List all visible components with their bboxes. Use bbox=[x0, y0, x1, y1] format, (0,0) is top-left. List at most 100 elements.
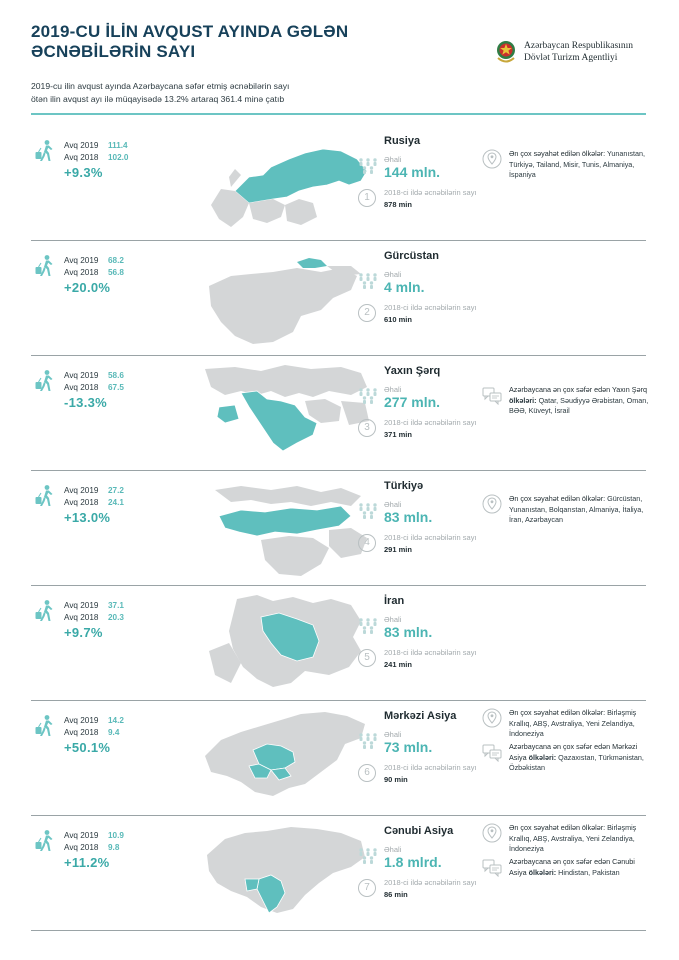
page-subtitle: 2019-cu ilin avqust ayında Azərbaycana s… bbox=[31, 80, 361, 106]
block-countries: Qazaxıstan, Türkmənistan, Özbəkistan bbox=[509, 752, 644, 773]
block-text: Azərbaycana ən çox səfər edən Yaxın Şərq… bbox=[509, 385, 649, 417]
stat-2018: Avq 2018 56.8 bbox=[64, 267, 124, 278]
country-name: Yaxın Şərq bbox=[384, 365, 441, 377]
block-heading-bold: ölkələri: bbox=[528, 867, 557, 877]
block-heading-bold: ölkələri: bbox=[509, 395, 537, 405]
country-name: Mərkəzi Asiya bbox=[384, 710, 457, 722]
stat-2019: Avq 2019 14.2 bbox=[64, 715, 124, 726]
traveler-with-suitcase-icon bbox=[35, 600, 53, 621]
block-heading: Ən çox səyahət edilən ölkələr: bbox=[509, 494, 606, 503]
country-name: Türkiyə bbox=[384, 480, 424, 492]
tourists-2018-value: 241 min bbox=[384, 660, 412, 669]
block-text: Ən çox səyahət edilən ölkələr: Yunanısta… bbox=[509, 149, 649, 181]
tourists-2018-label: 2018-ci ildə əcnəbilərin sayı bbox=[384, 878, 477, 887]
tourists-2018-value: 878 min bbox=[384, 200, 412, 209]
tourists-2018-label: 2018-ci ildə əcnəbilərin sayı bbox=[384, 188, 477, 197]
location-pin-icon bbox=[482, 494, 502, 514]
tourists-2018-label: 2018-ci ildə əcnəbilərin sayı bbox=[384, 763, 477, 772]
change-percent: +9.3% bbox=[64, 165, 103, 180]
change-percent: -13.3% bbox=[64, 395, 107, 410]
population-label: Əhali bbox=[384, 270, 402, 279]
row-divider bbox=[31, 240, 646, 241]
tourists-2018-label: 2018-ci ildə əcnəbilərin sayı bbox=[384, 418, 477, 427]
chat-bubbles-icon bbox=[482, 859, 502, 877]
population-value: 144 mln. bbox=[384, 164, 441, 180]
traveler-with-suitcase-icon bbox=[35, 485, 53, 506]
row-divider bbox=[31, 930, 646, 931]
stat-2019-value: 14.2 bbox=[108, 716, 124, 725]
agency-line-1: Azərbaycan Respublikasının bbox=[524, 41, 633, 51]
stat-2018: Avq 2018 9.8 bbox=[64, 842, 119, 853]
block-heading: Azərbaycana ən çox səfər edən Mərkəzi As… bbox=[509, 742, 638, 762]
population-label: Əhali bbox=[384, 155, 402, 164]
region-map bbox=[205, 712, 365, 796]
tourists-2018-label: 2018-ci ildə əcnəbilərin sayı bbox=[384, 648, 477, 657]
region-row: Avq 2019 10.9 Avq 2018 9.8 +11.2% Cənubi A… bbox=[31, 819, 646, 931]
region-map bbox=[215, 486, 367, 576]
location-pin-icon bbox=[482, 149, 502, 169]
stat-2019-label: Avq 2019 bbox=[64, 716, 99, 725]
region-map bbox=[207, 827, 365, 914]
population-icon bbox=[359, 848, 377, 864]
block-countries: Birləşmiş Krallıq, ABŞ, Avstraliya, Yeni… bbox=[509, 708, 637, 738]
row-divider bbox=[31, 700, 646, 701]
population-label: Əhali bbox=[384, 500, 402, 509]
stat-2019: Avq 2019 111.4 bbox=[64, 140, 128, 151]
rank-badge: 2 bbox=[358, 304, 376, 322]
stat-2019-label: Avq 2019 bbox=[64, 371, 99, 380]
stat-2019: Avq 2019 58.6 bbox=[64, 370, 124, 381]
stat-2019-label: Avq 2019 bbox=[64, 256, 99, 265]
population-icon bbox=[359, 503, 377, 519]
row-divider bbox=[31, 585, 646, 586]
chat-bubbles-icon bbox=[482, 387, 502, 405]
region-row: Avq 2019 27.2 Avq 2018 24.1 +13.0% Türkiyə… bbox=[31, 474, 646, 586]
subtitle-line-1: 2019-cu ilin avqust ayında Azərbaycana s… bbox=[31, 81, 290, 91]
block-countries: Gürcüstan, Yunanıstan, Bolqarıstan, Alma… bbox=[509, 494, 644, 524]
block-text: Azərbaycana ən çox səfər edən Cənubi Asi… bbox=[509, 857, 649, 878]
stat-2018-label: Avq 2018 bbox=[64, 268, 99, 277]
change-percent: +20.0% bbox=[64, 280, 111, 295]
population-label: Əhali bbox=[384, 385, 402, 394]
block-countries: Birləşmiş Krallıq, ABŞ, Avstraliya, Yeni… bbox=[509, 823, 637, 853]
country-name: İran bbox=[384, 595, 405, 607]
tourists-2018-label: 2018-ci ildə əcnəbilərin sayı bbox=[384, 303, 477, 312]
coat-of-arms-icon bbox=[497, 41, 515, 63]
stat-2019-label: Avq 2019 bbox=[64, 486, 99, 495]
stat-2019-value: 68.2 bbox=[108, 256, 124, 265]
rank-badge: 4 bbox=[358, 534, 376, 552]
stat-2019: Avq 2019 27.2 bbox=[64, 485, 124, 496]
tourists-2018-value: 610 min bbox=[384, 315, 412, 324]
block-countries: Hindistan, Pakistan bbox=[558, 867, 620, 877]
location-pin-icon bbox=[482, 708, 502, 728]
change-percent: +13.0% bbox=[64, 510, 111, 525]
stat-2018-label: Avq 2018 bbox=[64, 613, 99, 622]
subtitle-line-2: ötən ilin avqust ayı ilə müqayisədə 13.2… bbox=[31, 94, 285, 104]
stat-2018-value: 9.8 bbox=[108, 843, 120, 852]
page-title: 2019-CU İLİN AVQUST AYINDA GƏLƏN ƏCNƏBİL… bbox=[31, 22, 651, 62]
header: 2019-CU İLİN AVQUST AYINDA GƏLƏN ƏCNƏBİL… bbox=[31, 22, 651, 62]
block-countries: Qatar, Səudiyyə Ərəbistan, Oman, BƏƏ, Kü… bbox=[509, 395, 649, 416]
stat-2018-value: 24.1 bbox=[108, 498, 124, 507]
stat-2018-label: Avq 2018 bbox=[64, 728, 99, 737]
region-map bbox=[209, 258, 361, 344]
location-pin-icon bbox=[482, 823, 502, 843]
population-value: 83 mln. bbox=[384, 624, 433, 640]
stat-2018-value: 9.4 bbox=[108, 728, 120, 737]
population-icon bbox=[359, 158, 377, 174]
rank-badge: 1 bbox=[358, 189, 376, 207]
block-heading: Azərbaycana ən çox səfər edən Yaxın Şərq bbox=[509, 385, 647, 394]
population-value: 83 mln. bbox=[384, 509, 433, 525]
block-heading: Azərbaycana ən çox səfər edən Cənubi Asi… bbox=[509, 857, 635, 877]
tourists-2018-value: 291 min bbox=[384, 545, 412, 554]
change-percent: +11.2% bbox=[64, 855, 110, 870]
population-label: Əhali bbox=[384, 845, 402, 854]
region-row: Avq 2019 68.2 Avq 2018 56.8 +20.0% Gürcüst… bbox=[31, 244, 646, 356]
change-percent: +50.1% bbox=[64, 740, 111, 755]
stat-2019-label: Avq 2019 bbox=[64, 601, 99, 610]
tourists-2018-value: 86 min bbox=[384, 890, 408, 899]
population-value: 1.8 mlrd. bbox=[384, 854, 442, 870]
stat-2019-value: 37.1 bbox=[108, 601, 124, 610]
stat-2019: Avq 2019 68.2 bbox=[64, 255, 124, 266]
stat-2018-label: Avq 2018 bbox=[64, 153, 99, 162]
stat-2018: Avq 2018 102.0 bbox=[64, 152, 129, 163]
